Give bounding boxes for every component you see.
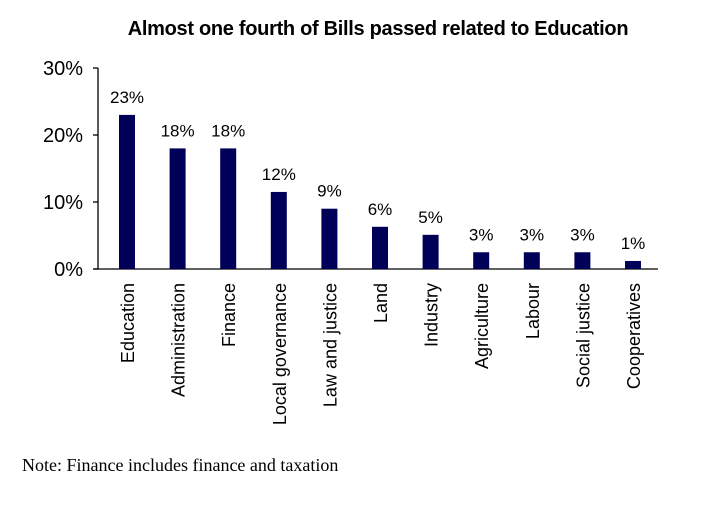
x-tick-label: Law and justice [320,283,340,407]
bar [422,234,439,269]
x-tick-label: Administration [169,283,189,397]
x-tick-label: Social justice [573,283,593,388]
data-label: 3% [469,225,494,244]
data-label: 23% [110,88,144,107]
data-label: 12% [262,165,296,184]
bar [119,114,135,270]
x-tick-label: Local governance [270,283,290,425]
data-label: 5% [418,208,443,227]
x-tick-labels: Education Administration Finance Local gove… [118,283,644,425]
chart-title: Almost one fourth of Bills passed relate… [127,18,629,40]
data-label: 18% [161,121,195,140]
x-tick-label: Labour [523,283,543,339]
bar-chart: 0% 10% 20% 30% 23% 18% 18% 12% 9% 6% 5% 3% 3% 3% 1% E… [43,58,658,425]
data-label: 3% [520,225,545,244]
bar [169,148,186,269]
bar [473,252,490,269]
bar [321,208,338,269]
bar [574,252,591,269]
bar [625,260,641,269]
x-tick-label: Cooperatives [624,283,644,389]
data-label: 9% [317,182,342,201]
bar [220,148,237,269]
bar [372,226,388,269]
bar [270,191,287,269]
data-label: 3% [570,225,595,244]
y-tick-label: 20% [43,125,83,147]
x-tick-label: Industry [422,283,442,347]
x-tick-label: Agriculture [472,283,492,369]
x-tick-label: Education [118,283,138,363]
bar [523,252,540,269]
data-label: 6% [368,200,393,219]
data-labels: 23% 18% 18% 12% 9% 6% 5% 3% 3% 3% 1% [110,88,645,253]
data-label: 1% [621,234,646,253]
x-tick-label: Land [371,283,391,323]
data-label: 18% [211,121,245,140]
footnote: Note: Finance includes finance and taxat… [22,455,339,475]
bars [119,114,641,270]
y-tick-label: 30% [43,58,83,80]
y-tick-label: 10% [43,192,83,214]
y-tick-label: 0% [54,259,83,281]
x-tick-label: Finance [219,283,239,347]
